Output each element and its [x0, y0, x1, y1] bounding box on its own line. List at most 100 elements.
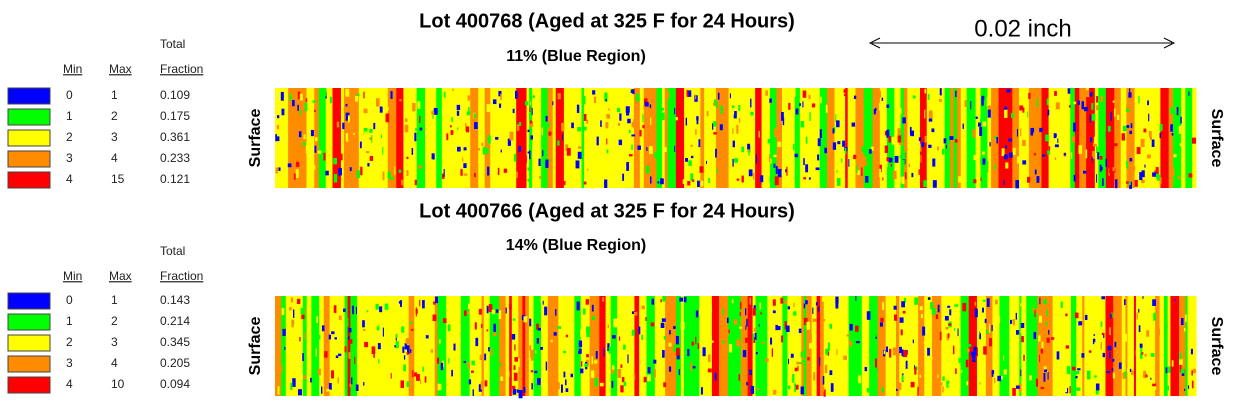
grain-speck — [507, 371, 510, 378]
grain-stripe — [1023, 88, 1030, 188]
grain-stripe — [1061, 88, 1071, 188]
grain-speck — [644, 101, 649, 107]
grain-speck — [1147, 154, 1151, 159]
grain-speck — [800, 351, 804, 358]
grain-stripe — [1019, 296, 1022, 396]
grain-speck — [745, 337, 749, 343]
grain-speck — [937, 146, 939, 151]
grain-speck — [296, 161, 300, 167]
grain-speck — [401, 179, 403, 186]
grain-stripe — [935, 296, 942, 396]
grain-stripe — [325, 88, 334, 188]
grain-stripe — [498, 88, 507, 188]
grain-stripe — [1154, 88, 1161, 188]
grain-stripe — [718, 296, 729, 396]
grain-speck — [911, 172, 914, 178]
grain-speck — [508, 304, 512, 310]
grain-stripe — [700, 88, 705, 188]
grain-speck — [1174, 154, 1176, 164]
grain-stripe — [281, 296, 287, 396]
grain-speck — [766, 119, 771, 124]
grain-stripe — [761, 88, 771, 188]
grain-speck — [1148, 113, 1150, 122]
panel-title: Lot 400766 (Aged at 325 F for 24 Hours) — [419, 200, 795, 222]
grain-speck — [436, 357, 440, 364]
grain-speck — [841, 158, 843, 163]
grain-stripe — [446, 296, 453, 396]
grain-speck — [1175, 107, 1177, 111]
grain-speck — [1060, 301, 1063, 309]
grain-speck — [1089, 92, 1093, 97]
grain-speck — [292, 100, 295, 107]
grain-stripe — [505, 88, 513, 188]
grain-speck — [799, 103, 801, 107]
grain-speck — [897, 128, 901, 136]
grain-speck — [861, 167, 863, 177]
grain-speck — [305, 145, 308, 154]
grain-speck — [560, 384, 563, 393]
grain-speck — [1188, 173, 1193, 178]
grain-speck — [682, 179, 685, 184]
grain-speck — [788, 102, 791, 110]
grain-speck — [846, 334, 850, 337]
grain-speck — [481, 142, 484, 147]
grain-stripe — [1003, 88, 1013, 188]
grain-speck — [878, 166, 880, 173]
grain-speck — [974, 308, 978, 318]
grain-stripe — [633, 88, 641, 188]
grain-speck — [821, 296, 826, 302]
grain-speck — [345, 112, 350, 121]
grain-speck — [782, 117, 785, 126]
grain-speck — [1172, 167, 1175, 177]
grain-stripe — [589, 296, 594, 396]
grain-speck — [1003, 355, 1005, 361]
grain-speck — [927, 94, 930, 100]
grain-stripe — [288, 88, 293, 188]
grain-speck — [858, 89, 862, 94]
grain-speck — [666, 384, 668, 389]
grain-speck — [1066, 119, 1069, 125]
grain-speck — [752, 172, 755, 180]
grain-speck — [1036, 176, 1040, 183]
grain-speck — [680, 321, 685, 329]
grain-speck — [1047, 371, 1049, 380]
grain-speck — [795, 108, 799, 115]
grain-speck — [980, 329, 982, 334]
grain-stripe — [1187, 296, 1194, 396]
grain-speck — [696, 116, 699, 121]
grain-speck — [690, 361, 692, 371]
grain-speck — [958, 358, 961, 364]
grain-speck — [823, 319, 826, 322]
grain-speck — [630, 89, 635, 94]
grain-speck — [467, 303, 471, 310]
grain-speck — [1130, 123, 1133, 129]
grain-speck — [1073, 101, 1077, 105]
grain-stripe — [834, 296, 843, 396]
grain-stripe — [350, 296, 355, 396]
grain-speck — [773, 163, 776, 168]
grain-speck — [346, 317, 349, 327]
grain-speck — [753, 337, 756, 343]
grain-speck — [947, 333, 950, 338]
grain-speck — [939, 382, 943, 386]
grain-stripe — [451, 88, 457, 188]
grain-speck — [996, 136, 999, 144]
grain-speck — [404, 118, 408, 122]
grain-stripe — [895, 296, 900, 396]
grain-speck — [1032, 306, 1034, 313]
grain-speck — [487, 166, 490, 176]
grain-speck — [623, 344, 626, 350]
grain-speck — [892, 347, 897, 356]
grain-speck — [491, 309, 496, 315]
grain-speck — [699, 306, 701, 315]
grain-speck — [345, 133, 348, 141]
grain-stripe — [329, 296, 334, 396]
grain-stripe — [380, 296, 390, 396]
grain-speck — [1145, 318, 1150, 322]
grain-speck — [981, 140, 986, 149]
grain-speck — [837, 141, 841, 145]
legend-fraction: 0.121 — [160, 172, 190, 186]
grain-speck — [353, 132, 355, 136]
grain-speck — [952, 345, 955, 355]
grain-speck — [729, 93, 731, 99]
